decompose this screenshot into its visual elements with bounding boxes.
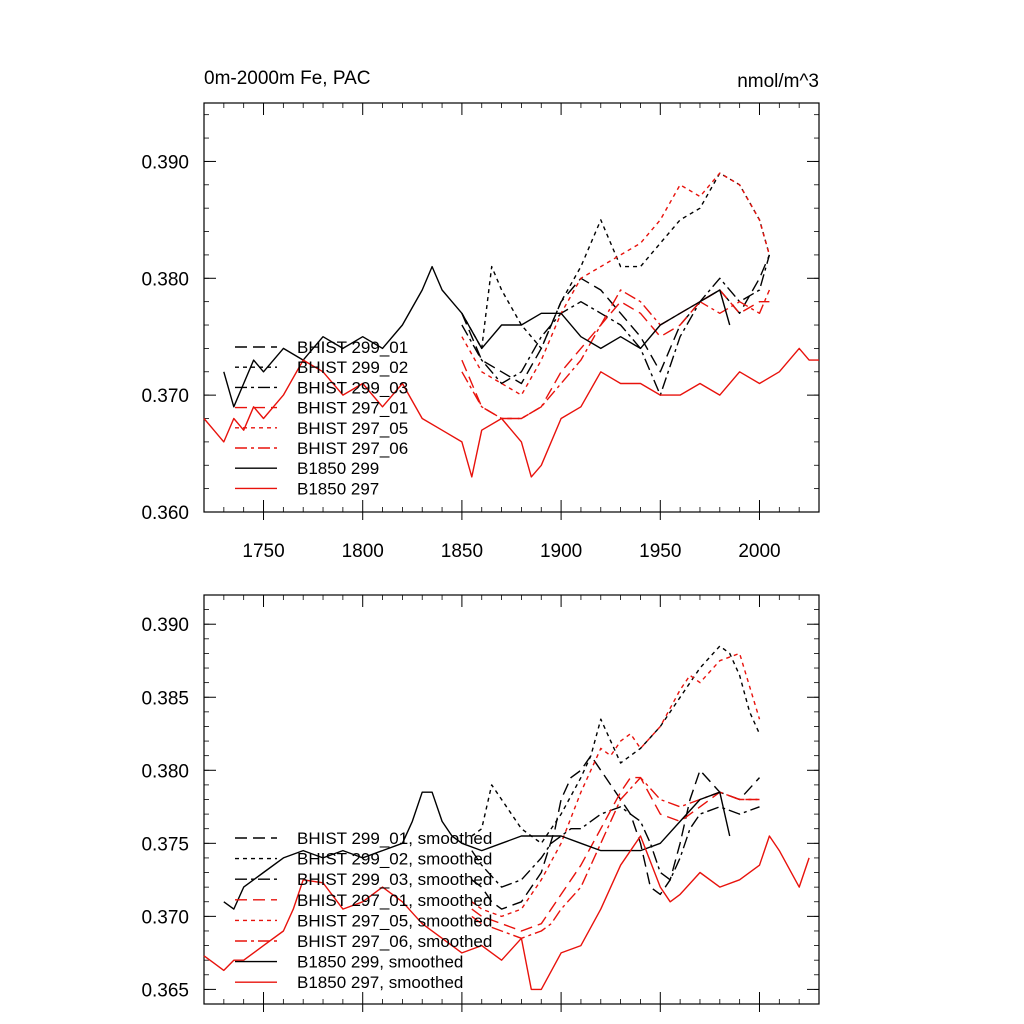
x-tick-label: 1750 [242, 541, 284, 562]
top-panel-series [203, 172, 819, 478]
legend-label: B1850 299, smoothed [297, 953, 463, 972]
legend-label: BHIST 297_01, smoothed [297, 891, 492, 910]
legend-label: B1850 299 [297, 459, 379, 478]
y-tick-label: 0.390 [141, 152, 189, 173]
series-line [461, 172, 771, 350]
x-tick-label: 1950 [639, 541, 681, 562]
top-panel-ticks: 1750 1800 1850 1900 1950 2000 0.360 0.370 0.380 0… [141, 103, 820, 562]
series-line [223, 791, 731, 910]
series-line [471, 645, 761, 844]
bottom-panel-series [203, 645, 810, 991]
series-line [461, 172, 771, 396]
legend-label: BHIST 299_02 [297, 358, 408, 377]
legend-label: BHIST 299_01 [297, 338, 408, 357]
series-line [461, 289, 770, 420]
series-line [203, 347, 819, 478]
x-tick-label: 2000 [738, 541, 780, 562]
series-line [471, 806, 760, 888]
legend-label: BHIST 297_05, smoothed [297, 911, 492, 930]
plot-frame [203, 102, 820, 513]
x-tick-label: 1900 [540, 541, 582, 562]
legend-label: BHIST 299_03, smoothed [297, 870, 492, 889]
bottom-panel: 0.365 0.370 0.375 0.380 0.385 0.390 BHIST 299… [141, 594, 820, 1012]
x-tick-label: 1850 [441, 541, 483, 562]
chart-title: 0m-2000m Fe, PAC [204, 68, 370, 89]
y-tick-label: 0.370 [141, 907, 189, 928]
y-tick-label: 0.380 [141, 269, 189, 290]
y-tick-label: 0.390 [141, 615, 189, 636]
series-line [471, 652, 761, 918]
legend-label: B1850 297, smoothed [297, 973, 463, 992]
y-tick-label: 0.380 [141, 761, 189, 782]
series-line [461, 254, 771, 385]
top-panel: 1750 1800 1850 1900 1950 2000 0.360 0.370 0.380 0… [141, 68, 820, 562]
series-line [461, 254, 771, 396]
units-label: nmol/m^3 [737, 71, 819, 92]
legend-label: BHIST 297_06, smoothed [297, 932, 492, 951]
y-tick-label: 0.385 [141, 688, 189, 709]
legend-label: BHIST 299_01, smoothed [297, 829, 492, 848]
legend-label: BHIST 297_01 [297, 399, 408, 418]
y-tick-label: 0.375 [141, 834, 189, 855]
series-line [203, 835, 810, 991]
y-tick-label: 0.370 [141, 386, 189, 407]
y-tick-label: 0.365 [141, 980, 189, 1001]
series-line [471, 755, 761, 910]
legend-label: BHIST 297_05 [297, 419, 408, 438]
x-tick-label: 1800 [342, 541, 384, 562]
y-tick-label: 0.360 [141, 503, 189, 524]
legend-label: BHIST 299_02, smoothed [297, 850, 492, 869]
bottom-panel-ticks: 0.365 0.370 0.375 0.380 0.385 0.390 [141, 594, 820, 1012]
series-line [461, 289, 771, 420]
legend-label: BHIST 297_06 [297, 439, 408, 458]
series-line [471, 776, 760, 932]
legend-label: BHIST 299_03 [297, 378, 408, 397]
series-line [223, 265, 731, 408]
legend-label: B1850 297 [297, 479, 379, 498]
bottom-legend: BHIST 299_01, smoothed BHIST 299_02, smoo… [235, 829, 492, 992]
